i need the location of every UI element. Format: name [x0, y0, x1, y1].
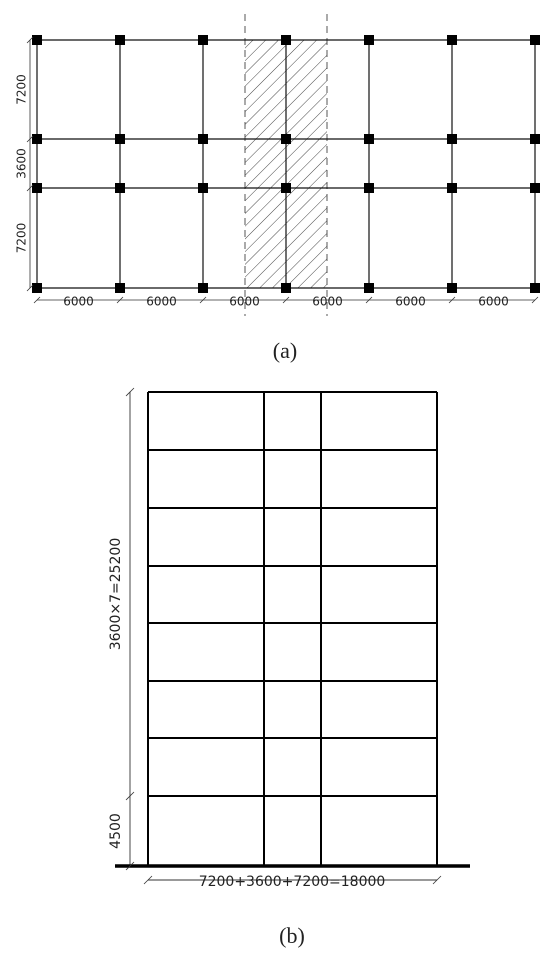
column	[115, 134, 125, 144]
column	[447, 134, 457, 144]
caption: (b)	[279, 923, 305, 948]
column	[115, 183, 125, 193]
dimension-label: 7200	[15, 223, 29, 254]
column	[198, 183, 208, 193]
dimension-tick	[365, 296, 373, 304]
plan-view: (a) 6000 6000 6000 6000 6000 6000 7200 3600 7200	[15, 14, 540, 363]
dimension-tick	[125, 387, 135, 397]
dimension-tick	[26, 36, 34, 44]
column	[281, 35, 291, 45]
dimension-label: 3600	[15, 148, 29, 179]
column	[447, 183, 457, 193]
column	[364, 35, 374, 45]
column	[530, 134, 540, 144]
dimension-tick	[199, 296, 207, 304]
column	[447, 35, 457, 45]
dimension-tick	[282, 296, 290, 304]
column	[281, 134, 291, 144]
column	[447, 283, 457, 293]
dimension-tick	[531, 296, 539, 304]
dimension-label: 6000	[312, 295, 343, 309]
column	[530, 183, 540, 193]
dimension-tick	[125, 861, 135, 871]
dimension-tick	[143, 875, 153, 885]
dimension-label: 7200+3600+7200=18000	[199, 874, 386, 890]
dimension-label: 6000	[146, 295, 177, 309]
dimension-tick	[26, 184, 34, 192]
dimension-label: 6000	[63, 295, 94, 309]
dimension-tick	[116, 296, 124, 304]
dimension-tick	[26, 284, 34, 292]
dimension-tick	[448, 296, 456, 304]
dimension-label: 4500	[108, 813, 124, 849]
dimension-tick	[125, 791, 135, 801]
column	[198, 283, 208, 293]
caption: (a)	[273, 338, 297, 363]
column	[281, 183, 291, 193]
dimension-label: 6000	[478, 295, 509, 309]
column	[198, 134, 208, 144]
dimension-tick	[26, 135, 34, 143]
dimension-label: 6000	[395, 295, 426, 309]
column	[115, 283, 125, 293]
dimension-tick	[432, 875, 442, 885]
column	[530, 35, 540, 45]
column	[198, 35, 208, 45]
column	[32, 134, 42, 144]
column	[32, 183, 42, 193]
column	[364, 183, 374, 193]
column	[281, 283, 291, 293]
column	[364, 134, 374, 144]
dimension-label: 6000	[229, 295, 260, 309]
dimension-tick	[33, 296, 41, 304]
dimension-label: 7200	[15, 74, 29, 105]
column	[530, 283, 540, 293]
elevation-view: 3600×7=25200 4500 7200+3600+7200=18000 (…	[108, 387, 470, 948]
column	[364, 283, 374, 293]
column	[32, 283, 42, 293]
column	[32, 35, 42, 45]
dimension-label: 3600×7=25200	[108, 538, 124, 651]
column	[115, 35, 125, 45]
